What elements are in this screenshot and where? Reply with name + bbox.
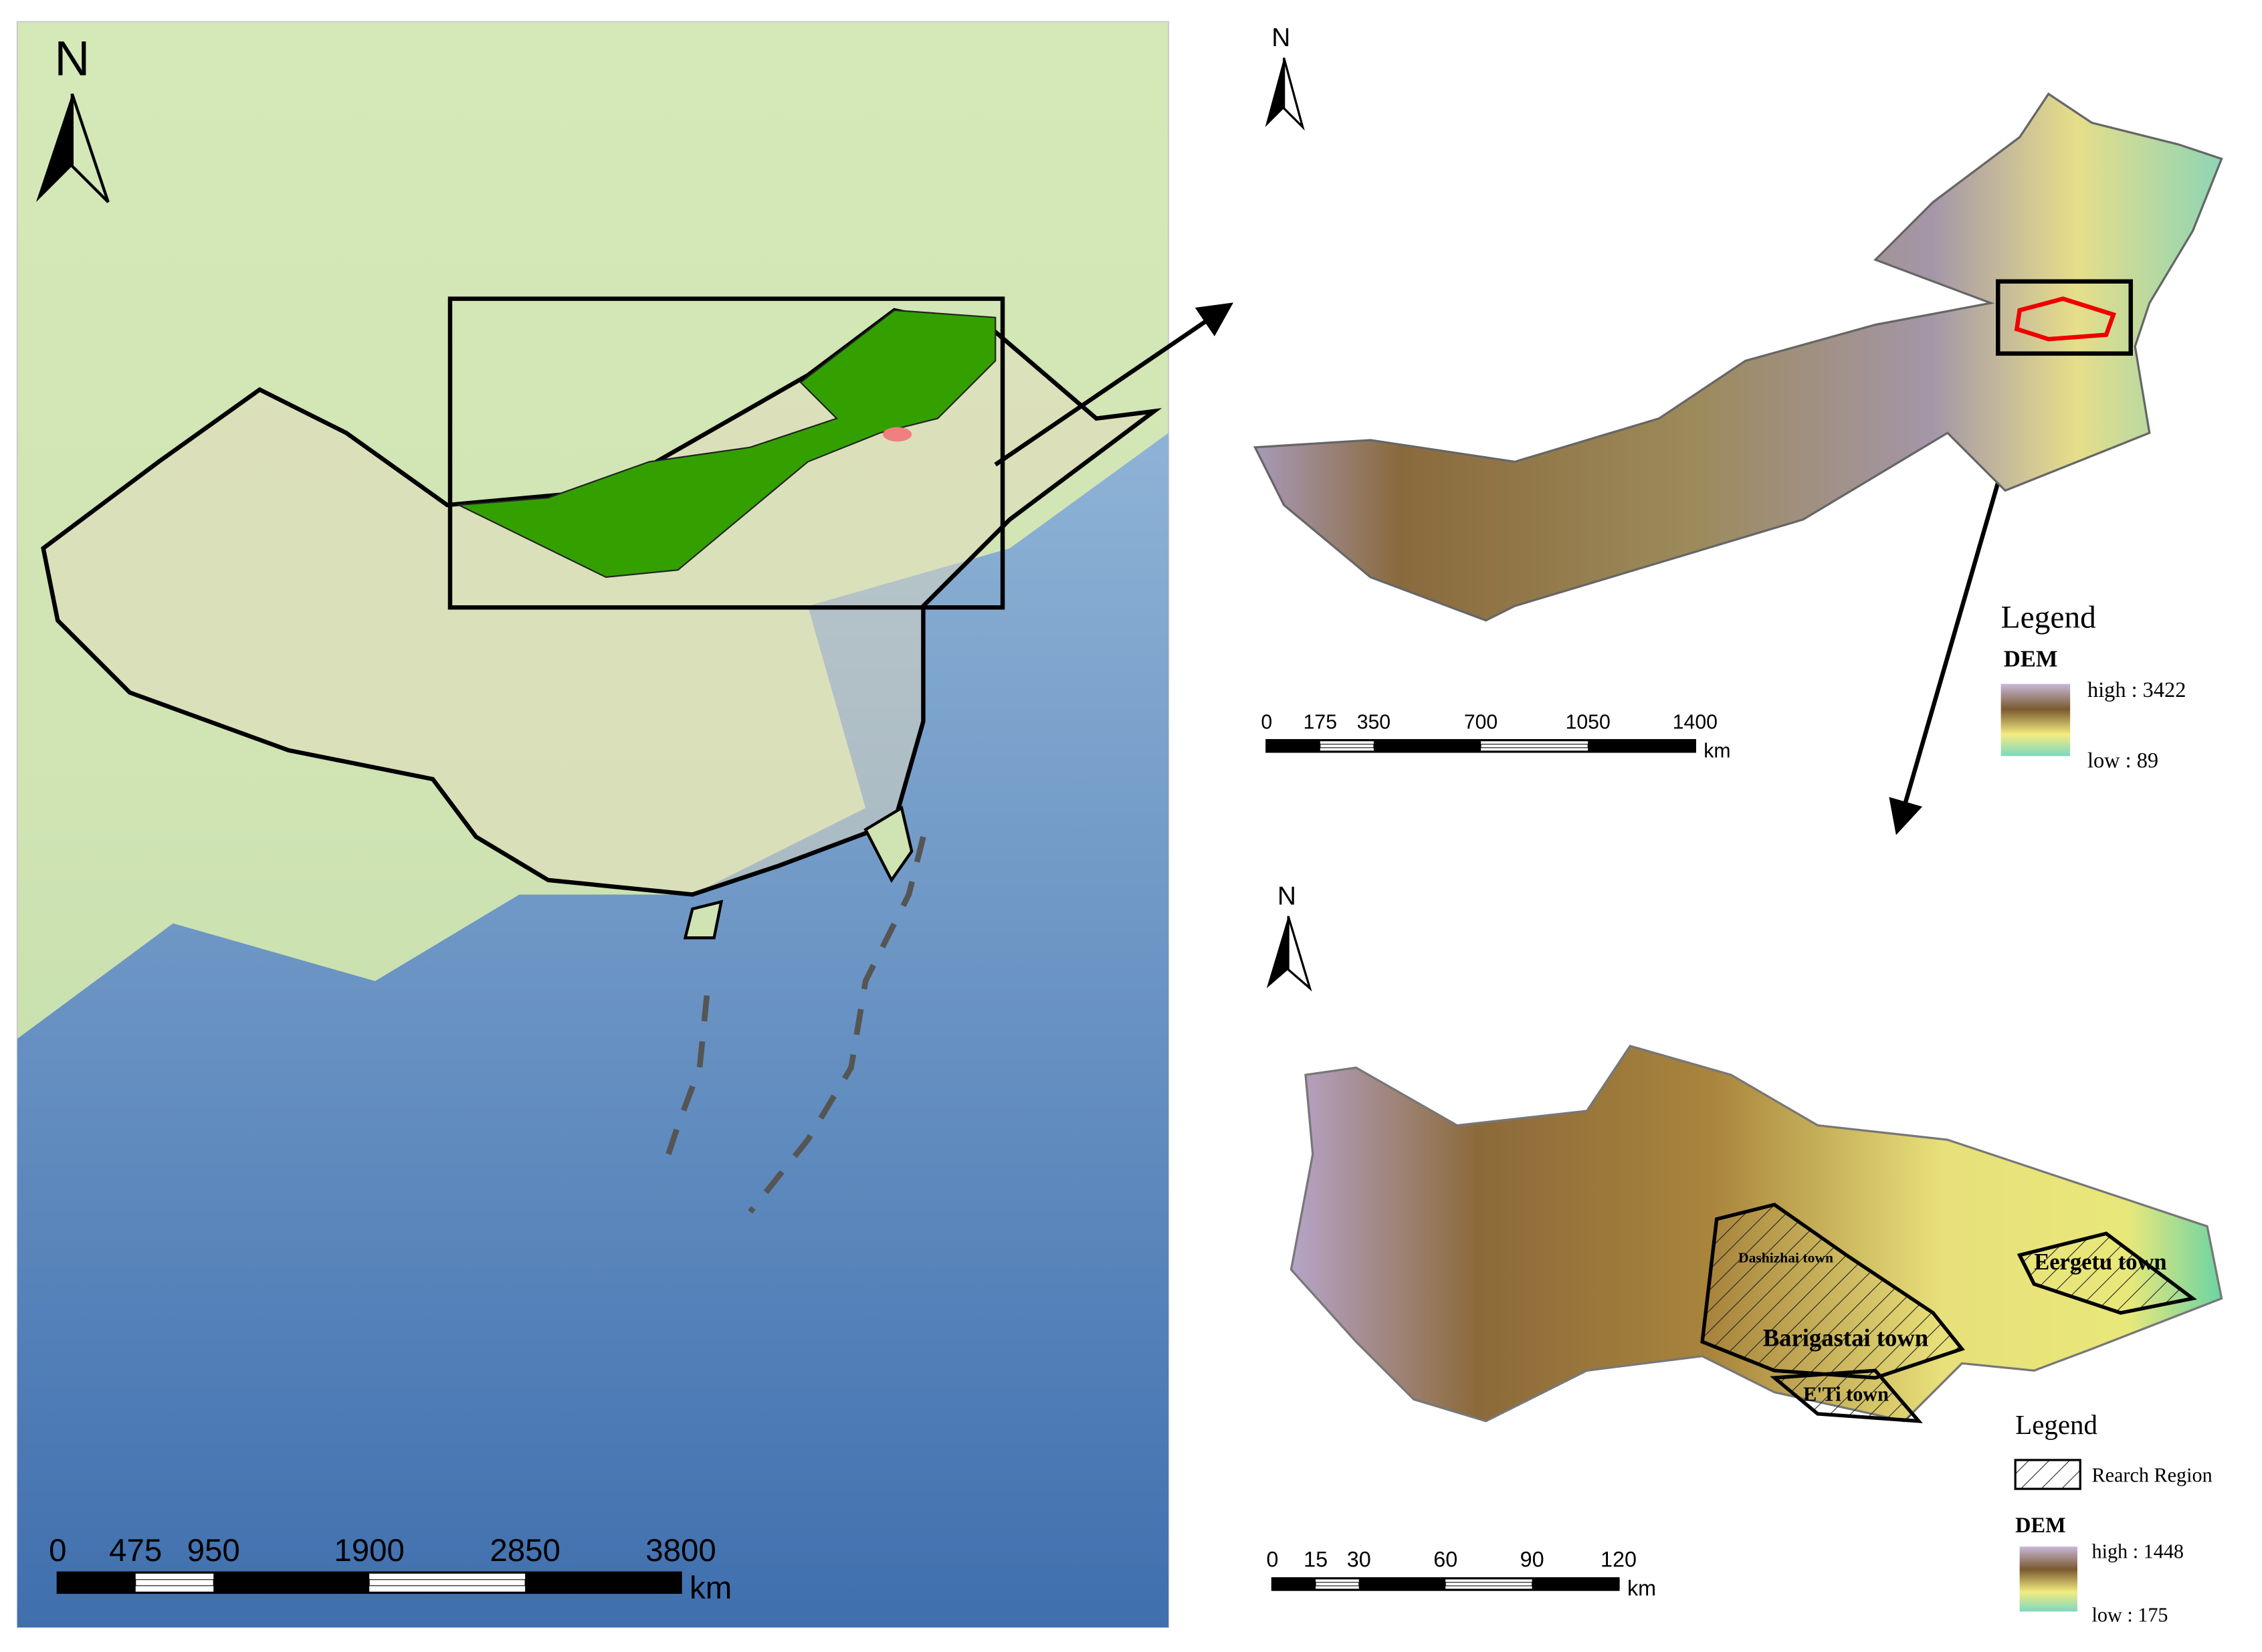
north-label: N [1277,882,1296,911]
north-arrow [1266,916,1289,989]
scale-segment [1320,744,1374,748]
scale-label: 175 [1304,711,1337,733]
scale-label: 2850 [490,1533,560,1568]
legend-ramp [2000,684,2071,756]
extent-box [447,296,1005,610]
scale-segment [213,1572,370,1593]
town-area [1700,1203,1965,1380]
scale-segment [1480,744,1588,748]
town-label: Barigastai town [1763,1324,1928,1352]
scale-segment [1315,1582,1360,1586]
scale-unit: km [1627,1576,1656,1601]
legend-title: Legend [2015,1409,2097,1440]
north-arrow [35,94,72,203]
scale-label: 1400 [1673,711,1718,733]
scale-label: 120 [1601,1548,1637,1572]
town-area [1770,1368,1923,1423]
north-arrow [70,93,110,203]
scale-segment [1445,1582,1533,1586]
north-arrow [1265,58,1284,127]
dem-region [1253,92,2223,622]
legend-hatch-swatch [2014,1459,2081,1490]
north-arrow [1283,58,1305,131]
scale-segment [1272,1578,1316,1590]
scale-segment [1266,740,1320,752]
scale-label: 0 [49,1533,66,1568]
scale-label: 60 [1433,1548,1457,1572]
scale-label: 3800 [645,1533,716,1568]
legend-ramp [2019,1546,2077,1612]
scale-label: 0 [1261,711,1272,733]
scale-segment [1588,740,1695,752]
town-label: Eergetu town [2034,1249,2166,1275]
extent-box [1996,279,2133,356]
study-area-map: Dashizhai town Barigastai town E'Ti town… [1266,882,2223,1627]
nine-dash-line [661,836,926,1214]
legend-low: low : 175 [2091,1604,2168,1627]
scale-segment [58,1572,136,1593]
scale-segment [525,1572,682,1593]
hainan [683,900,724,940]
scale-label: 1900 [334,1533,405,1568]
legend-high: high : 3422 [2087,678,2186,702]
scale-segment [1373,740,1481,752]
study-area-outline [2014,296,2117,342]
taiwan [863,805,914,884]
scale-label: 950 [187,1533,240,1568]
scale-segment [1358,1578,1446,1590]
legend-hatch-label: Rearch Region [2091,1463,2212,1486]
town-label: E'Ti town [1803,1383,1889,1406]
town-area [2017,1231,2197,1315]
china-outline [41,308,1162,897]
study-area-spot [883,427,912,442]
scale-label: 15 [1304,1548,1328,1572]
scale-unit: km [1704,740,1730,762]
scale-label: 350 [1357,711,1391,733]
scale-segment [135,1579,214,1586]
scale-bar: 0 175 350 700 1050 1400 km [1261,711,1730,762]
scale-label: 30 [1347,1548,1371,1572]
scale-unit: km [690,1570,732,1606]
town-label: Dashizhai town [1738,1249,1833,1265]
legend-layer: DEM [2015,1513,2065,1537]
north-label: N [1271,23,1290,52]
scale-bar: 0 15 30 60 90 120 km [1266,1548,1656,1601]
north-label: N [54,31,90,86]
scale-label: 0 [1266,1548,1278,1572]
inner-mongolia [455,309,997,579]
inner-mongolia-map: N 0 175 350 700 1050 1400 km Legend DEM high :… [1253,23,2223,772]
scale-label: 700 [1464,711,1498,733]
scale-label: 475 [109,1533,162,1568]
scale-segment [1532,1578,1619,1590]
north-arrow [1287,916,1312,992]
legend-low: low : 89 [2087,748,2158,772]
legend-high: high : 1448 [2091,1540,2184,1563]
scale-label: 90 [1520,1548,1544,1572]
scale-segment [369,1579,526,1586]
legend-title: Legend [2001,600,2097,635]
scale-label: 1050 [1566,711,1611,733]
legend-layer: DEM [2004,647,2058,672]
arrow [994,302,1234,467]
